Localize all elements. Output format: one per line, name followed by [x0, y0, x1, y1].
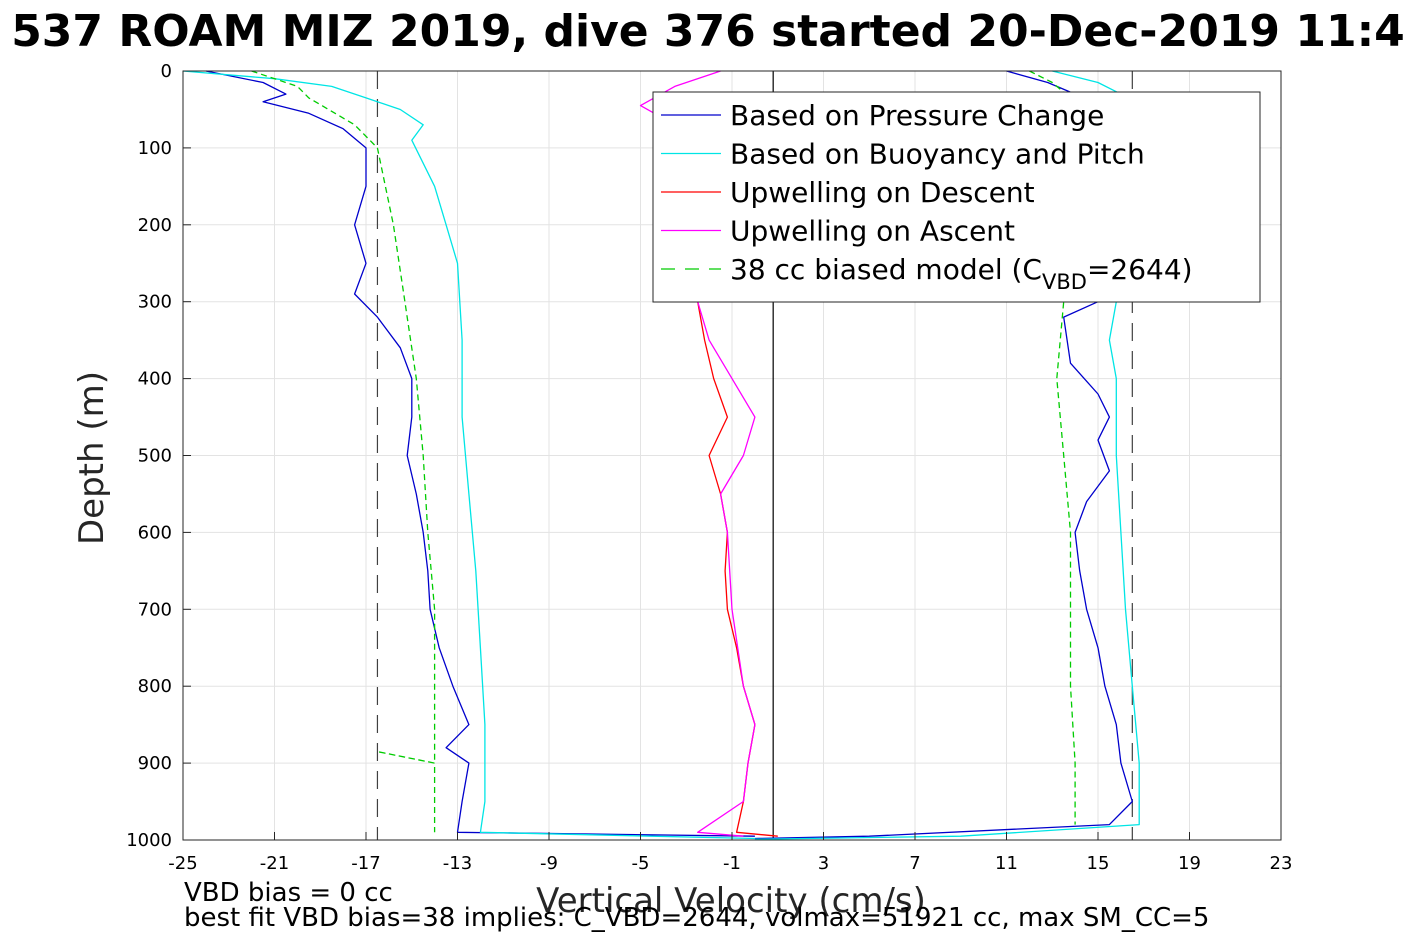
x-ticks: -25 -21 -17 -13 -9 -5 -1 3 7 11 15 19 23: [168, 832, 1292, 874]
x-axis-label: Vertical Velocity (cm/s): [536, 881, 926, 921]
legend-label: 38 cc biased model (CVBD=2644): [730, 253, 1193, 294]
y-tick-label: 0: [161, 61, 172, 82]
x-tick-label: 7: [909, 853, 920, 874]
series-line: [182, 70, 755, 840]
series-line: [205, 70, 755, 837]
y-ticks: 0 100 200 300 400 500 600 700 800 900 1000: [126, 61, 191, 851]
chart-title: 537 ROAM MIZ 2019, dive 376 started 20-D…: [11, 6, 1405, 57]
y-tick-label: 900: [138, 753, 172, 774]
y-tick-label: 200: [138, 215, 172, 236]
x-tick-label: -13: [443, 853, 472, 874]
y-tick-label: 500: [138, 446, 172, 467]
x-tick-label: 11: [995, 853, 1018, 874]
y-axis-label: Depth (m): [72, 371, 112, 545]
x-tick-label: 19: [1178, 853, 1201, 874]
x-tick-label: 23: [1270, 853, 1293, 874]
x-tick-label: -9: [540, 853, 558, 874]
legend-label: Based on Pressure Change: [730, 99, 1104, 132]
legend: Based on Pressure Change Based on Buoyanc…: [652, 91, 1261, 303]
legend-label: Upwelling on Ascent: [730, 215, 1015, 248]
footer-vbd-bias: VBD bias = 0 cc: [184, 878, 393, 908]
series-line: [251, 70, 436, 833]
y-tick-label: 800: [138, 676, 172, 697]
footer-best-fit: best fit VBD bias=38 implies: C_VBD=2644…: [184, 903, 1210, 933]
x-tick-label: -25: [168, 853, 197, 874]
legend-label: Based on Buoyancy and Pitch: [730, 138, 1145, 171]
y-tick-label: 100: [138, 138, 172, 159]
y-tick-label: 1000: [126, 830, 172, 851]
x-tick-label: 3: [818, 853, 829, 874]
legend-box: [652, 91, 1261, 303]
y-tick-label: 300: [138, 292, 172, 313]
x-tick-label: -17: [351, 853, 380, 874]
x-tick-label: -5: [632, 853, 650, 874]
y-tick-label: 700: [138, 599, 172, 620]
x-tick-label: -1: [723, 853, 741, 874]
y-tick-label: 600: [138, 522, 172, 543]
x-tick-label: 15: [1087, 853, 1110, 874]
y-tick-label: 400: [138, 369, 172, 390]
legend-label: Upwelling on Descent: [730, 176, 1035, 209]
series-line: [697, 301, 756, 837]
x-tick-label: -21: [260, 853, 289, 874]
